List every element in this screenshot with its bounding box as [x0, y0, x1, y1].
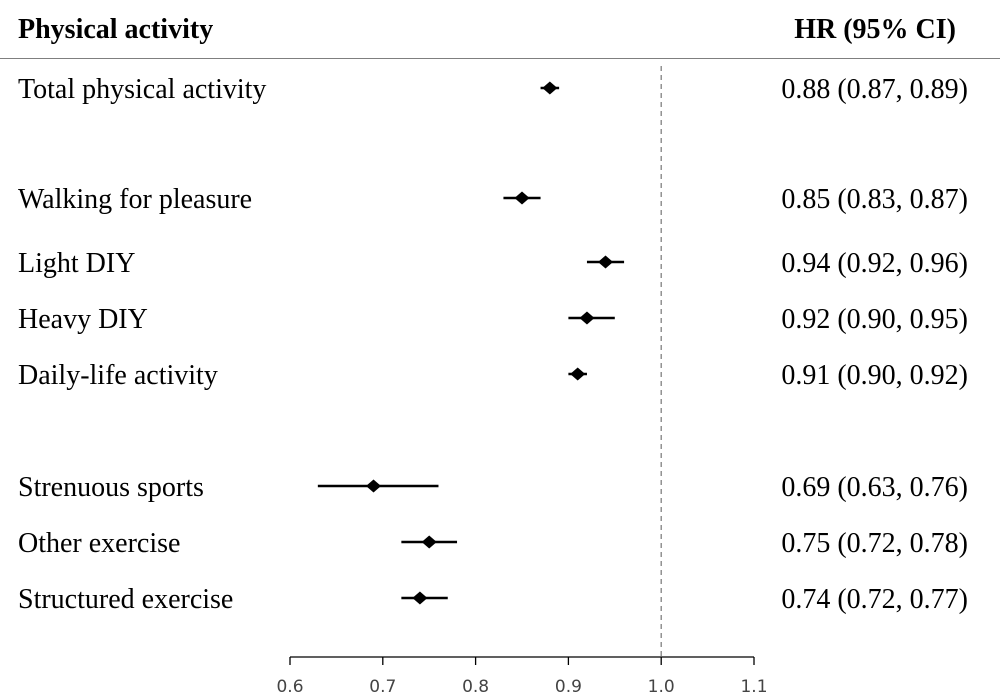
row-hr-ci-text: 0.69 (0.63, 0.76) [781, 472, 968, 503]
row-hr-values: 0.88 (0.87, 0.89) 0.85 (0.83, 0.87) 0.94 (… [781, 74, 968, 615]
estimates [317, 81, 625, 605]
row-hr-ci-text: 0.91 (0.90, 0.92) [781, 360, 968, 391]
row-labels: Total physical activity Walking for pleas… [18, 74, 266, 615]
header-physical-activity: Physical activity [18, 14, 214, 45]
x-tick-label: 0.7 [369, 677, 396, 697]
hr-point-diamond [412, 591, 428, 605]
x-tick-label: 1.0 [648, 677, 675, 697]
header-rule [0, 58, 1000, 59]
x-tick-label: 0.8 [462, 677, 489, 697]
hr-point-diamond [366, 479, 382, 493]
row-label: Total physical activity [18, 74, 266, 105]
x-tick-label: 0.9 [555, 677, 582, 697]
hr-point-diamond [579, 311, 595, 325]
hr-point-diamond [570, 367, 586, 381]
hr-point-diamond [514, 191, 530, 205]
row-label: Daily-life activity [18, 360, 218, 391]
hr-point-diamond [542, 81, 558, 95]
row-hr-ci-text: 0.74 (0.72, 0.77) [781, 584, 968, 615]
row-label: Walking for pleasure [18, 184, 252, 215]
row-hr-ci-text: 0.92 (0.90, 0.95) [781, 304, 968, 335]
header-hr-ci: HR (95% CI) [794, 14, 956, 45]
row-label: Strenuous sports [18, 472, 204, 503]
hr-point-diamond [598, 255, 614, 269]
x-tick-label: 0.6 [276, 677, 303, 697]
row-hr-ci-text: 0.85 (0.83, 0.87) [781, 184, 968, 215]
row-label: Heavy DIY [18, 304, 148, 335]
hr-point-diamond [421, 535, 437, 549]
row-label: Structured exercise [18, 584, 233, 615]
row-hr-ci-text: 0.75 (0.72, 0.78) [781, 528, 968, 559]
x-axis: 0.6 0.7 0.8 0.9 1.0 1.1 [276, 656, 768, 697]
row-label: Light DIY [18, 248, 135, 279]
row-hr-ci-text: 0.94 (0.92, 0.96) [781, 248, 968, 279]
row-hr-ci-text: 0.88 (0.87, 0.89) [781, 74, 968, 105]
x-tick-label: 1.1 [740, 677, 767, 697]
row-label: Other exercise [18, 528, 180, 559]
